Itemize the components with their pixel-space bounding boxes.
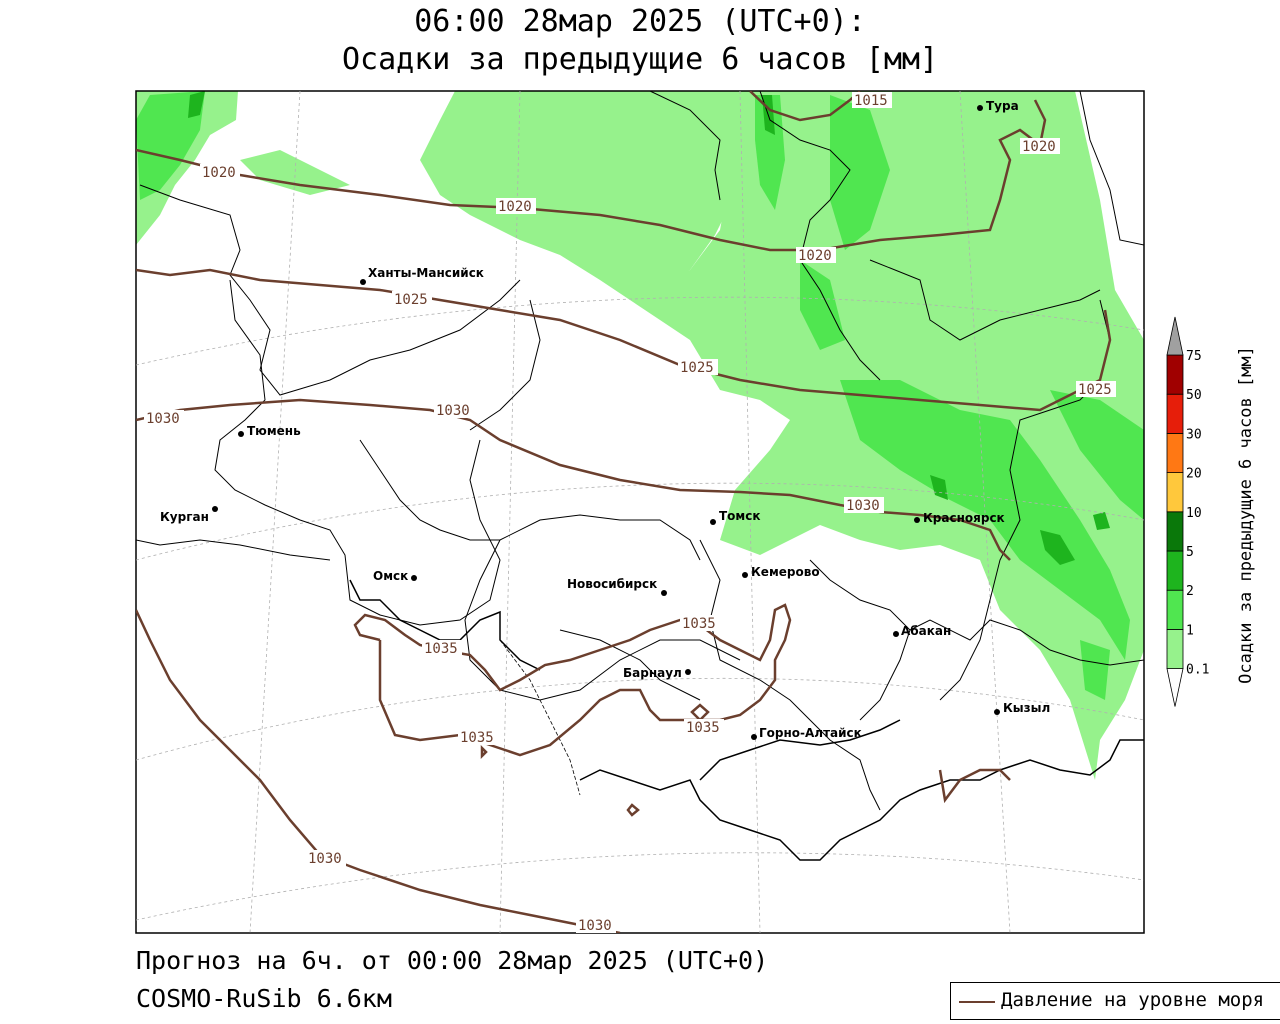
city-label: Кемерово [751,565,820,579]
pressure-legend: Давление на уровне моря [950,982,1280,1020]
colorbar-segment [1166,393,1184,434]
city-label: Красноярск [923,511,1005,525]
city-dot [411,575,417,581]
city-dot [893,631,899,637]
map-frame [135,90,1145,934]
city-label: Горно-Алтайск [759,726,862,740]
model-name: COSMO-RuSib 6.6км [136,984,392,1013]
isobar-label: 1035 [686,720,720,736]
isobar-label: 1035 [460,730,494,746]
isobar-label: 1025 [680,360,714,376]
isobar-label: 1020 [498,199,532,215]
isobar-label: 1020 [1022,139,1056,155]
colorbar-tick-label: 20 [1186,467,1202,482]
city-label: Тюмень [247,424,301,438]
city-label: Омск [373,569,408,583]
city-dot [994,709,1000,715]
city-label: Ханты-Мансийск [368,266,484,280]
colorbar-tick-label: 30 [1186,427,1202,442]
isobar-label: 1035 [424,641,458,657]
city-dot [751,734,757,740]
kazakhstan-border-dashed [499,639,581,796]
city-label: Барнаул [623,666,682,680]
isobar-label: 1030 [578,918,612,934]
city-dot [742,572,748,578]
colorbar-tick-label: 5 [1186,545,1194,560]
city-dot [685,669,691,675]
colorbar-segment [1166,550,1184,591]
city-label: Тура [986,99,1019,113]
city-label: Абакан [901,624,951,638]
colorbar-segment [1166,629,1184,670]
cities: Тура Ханты-Мансийск Тюмень Курган Омск Н… [160,99,1050,740]
pressure-legend-label: Давление на уровне моря [1001,989,1265,1011]
colorbar-tick-label: 0.1 [1186,663,1209,678]
forecast-info: Прогноз на 6ч. от 00:00 28мар 2025 (UTC+… [136,946,769,975]
colorbar-segment [1166,589,1184,630]
isobar-label: 1015 [854,93,888,109]
city-dot [212,506,218,512]
isobar-label: 1025 [1078,382,1112,398]
city-dot [661,590,667,596]
city-dot [914,517,920,523]
isobar-label: 1020 [202,165,236,181]
colorbar-tick-label: 50 [1186,388,1202,403]
city-dot [710,519,716,525]
pressure-legend-line [959,1001,995,1003]
colorbar-tick-label: 75 [1186,349,1202,364]
isobar-labels: 1015 1020 1020 1020 1020 1025 1025 1025 … [144,92,1116,934]
city-label: Курган [160,510,209,524]
city-dot [977,105,983,111]
colorbar: 0.1 1 2 5 10 20 30 50 75 [1166,316,1209,707]
isobar-label: 1025 [394,292,428,308]
isobar-label: 1020 [798,248,832,264]
isobar-label: 1030 [436,403,470,419]
city-label: Новосибирск [567,577,657,591]
precipitation-field [136,91,1144,780]
colorbar-min-arrow [1166,668,1184,707]
city-label: Томск [719,509,761,523]
colorbar-segment [1166,432,1184,473]
colorbar-tick-label: 1 [1186,623,1194,638]
city-dot [360,279,366,285]
colorbar-tick-label: 10 [1186,506,1202,521]
isobar-label: 1030 [846,498,880,514]
isobar-label: 1030 [146,411,180,427]
city-dot [238,431,244,437]
colorbar-title: Осадки за предыдущие 6 часов [мм] [1236,346,1256,684]
colorbar-segment [1166,472,1184,513]
colorbar-tick-label: 2 [1186,584,1194,599]
map-title: 06:00 28мар 2025 (UTC+0): [414,4,866,39]
isobar-label: 1030 [308,851,342,867]
isobar-label: 1035 [682,616,716,632]
colorbar-segment [1166,511,1184,552]
colorbar-max-arrow [1166,316,1184,356]
map-subtitle: Осадки за предыдущие 6 часов [мм] [341,42,939,77]
colorbar-segment [1166,354,1184,395]
city-label: Кызыл [1003,701,1050,715]
